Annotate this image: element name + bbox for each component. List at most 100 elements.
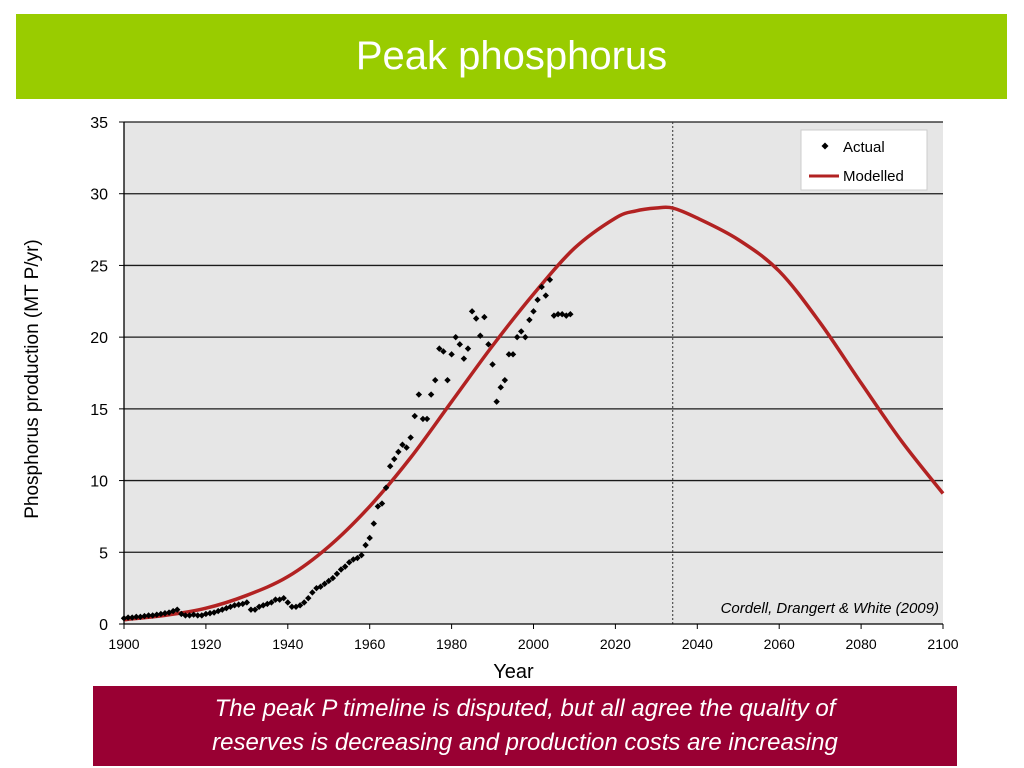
data-point-actual (419, 415, 427, 423)
data-point-actual (325, 577, 332, 585)
data-point-actual (354, 554, 361, 562)
data-point-actual (489, 361, 496, 368)
legend: Actual Modelled (800, 129, 928, 191)
data-point-actual (386, 463, 394, 470)
data-point-actual (341, 563, 349, 570)
y-tick-label: 25 (90, 258, 108, 275)
y-tick-label: 10 (90, 474, 108, 491)
data-point-actual (214, 607, 222, 615)
caption-line: The peak P timeline is disputed, but all… (214, 695, 836, 722)
peak-phosphorus-chart: 1900 1920 1940 1960 1980 2000 2020 2040 2060 2080… (0, 105, 1024, 685)
data-point-actual (153, 611, 160, 618)
data-point-actual (530, 308, 537, 315)
legend-actual-label: Actual (843, 139, 885, 156)
tick-labels: 1900 1920 1940 1960 1980 2000 2020 2040 2060 2080… (90, 115, 959, 652)
x-tick-label: 1900 (108, 636, 139, 652)
x-tick-label: 2020 (600, 636, 631, 652)
data-point-actual (378, 500, 386, 507)
series-modelled-line (123, 205, 945, 622)
data-point-actual (505, 351, 513, 358)
y-tick-label: 20 (90, 330, 108, 347)
data-point-actual (194, 612, 201, 619)
data-point-actual (485, 341, 492, 348)
data-point-actual (288, 603, 296, 610)
slide-title-bar: Peak phosphorus (16, 14, 1007, 99)
y-tick-label: 0 (99, 617, 108, 634)
data-point-actual (186, 612, 193, 619)
caption-text: The peak P timeline is disputed, but all… (212, 692, 838, 760)
data-point-actual (141, 612, 148, 620)
data-point-actual (403, 444, 410, 451)
y-tick-label: 15 (90, 402, 108, 419)
data-point-actual (370, 520, 377, 527)
data-point-actual (202, 610, 210, 618)
data-point-actual (493, 398, 500, 405)
data-point-actual (157, 610, 165, 618)
data-point-actual (182, 612, 189, 619)
data-point-actual (448, 351, 455, 358)
gridlines (124, 121, 943, 553)
data-point-actual (366, 534, 373, 542)
x-tick-label: 2060 (764, 636, 795, 652)
legend-box (800, 129, 928, 191)
data-point-actual (423, 415, 431, 423)
x-tick-label: 2000 (518, 636, 549, 652)
chart-svg: 1900 1920 1940 1960 1980 2000 2020 2040 2060 2080… (22, 115, 959, 683)
data-point-actual (440, 348, 447, 355)
data-point-actual (362, 541, 369, 549)
data-point-actual (284, 599, 291, 606)
data-point-actual (350, 556, 357, 563)
data-point-actual (542, 292, 549, 299)
y-tick-label: 35 (90, 115, 108, 132)
data-point-actual (427, 391, 435, 398)
data-point-actual (178, 610, 185, 618)
caption-box: The peak P timeline is disputed, but all… (93, 686, 957, 766)
data-point-actual (374, 503, 382, 510)
data-point-actual (268, 599, 275, 606)
data-point-actual (145, 612, 152, 619)
data-point-actual (300, 599, 308, 606)
data-point-actual (522, 333, 529, 341)
data-point-actual (538, 283, 545, 291)
data-point-actual (415, 391, 423, 398)
data-point-actual (128, 614, 136, 621)
data-point-actual (133, 613, 140, 621)
data-point-actual (513, 333, 521, 341)
data-point-actual (227, 603, 234, 610)
data-point-actual (391, 455, 398, 463)
data-point-actual (558, 310, 566, 318)
data-point-actual (305, 594, 312, 602)
data-point-actual (477, 332, 484, 339)
data-point-actual (497, 384, 504, 391)
data-point-actual (407, 434, 414, 441)
data-point-actual (509, 351, 517, 358)
legend-modelled-label: Modelled (843, 168, 904, 185)
caption-line: reserves is decreasing and production co… (212, 729, 838, 756)
data-point-actual (464, 345, 472, 352)
data-point-actual (567, 310, 574, 318)
y-tick-label: 30 (90, 187, 108, 204)
data-point-actual (190, 611, 197, 618)
data-point-actual (149, 612, 156, 619)
data-point-actual (444, 376, 451, 384)
data-point-actual (235, 601, 242, 608)
data-point-actual (358, 551, 365, 559)
data-point-actual (395, 448, 402, 456)
data-point-actual (346, 559, 353, 566)
plot-area (124, 122, 943, 624)
data-point-actual (456, 341, 463, 348)
data-point-actual (280, 594, 287, 602)
data-point-actual (534, 296, 541, 304)
series-actual-points (120, 276, 574, 622)
data-point-actual (432, 376, 439, 384)
data-point-actual (411, 412, 418, 420)
source-annotation: Cordell, Drangert & White (2009) (721, 600, 939, 617)
x-tick-label: 1960 (354, 636, 385, 652)
data-point-actual (243, 599, 251, 606)
data-point-actual (120, 615, 128, 622)
data-point-actual (137, 613, 144, 621)
y-tick-label: 5 (99, 545, 108, 562)
x-tick-label: 1940 (272, 636, 303, 652)
data-point-actual (481, 313, 488, 321)
slide-title: Peak phosphorus (355, 34, 668, 78)
